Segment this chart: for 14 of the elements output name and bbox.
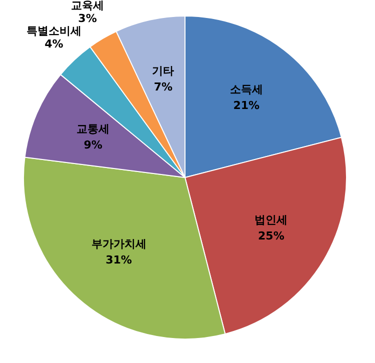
data-label: 31% — [106, 253, 132, 266]
data-label: 4% — [44, 37, 64, 50]
slice-label: 교통세 — [76, 122, 110, 136]
data-label: 25% — [258, 229, 284, 242]
data-label: 3% — [78, 12, 97, 26]
slice-label: 교육세 — [71, 0, 104, 12]
slice-label: 법인세 — [254, 213, 288, 226]
data-label: 9% — [84, 138, 102, 152]
slice-label: 기타 — [152, 64, 174, 78]
slice-label: 부가가치세 — [91, 237, 146, 250]
data-label: 7% — [154, 80, 172, 94]
slice-label: 특별소비세 — [26, 24, 82, 38]
data-label: 21% — [233, 99, 260, 112]
slice-label: 소득세 — [230, 83, 263, 96]
